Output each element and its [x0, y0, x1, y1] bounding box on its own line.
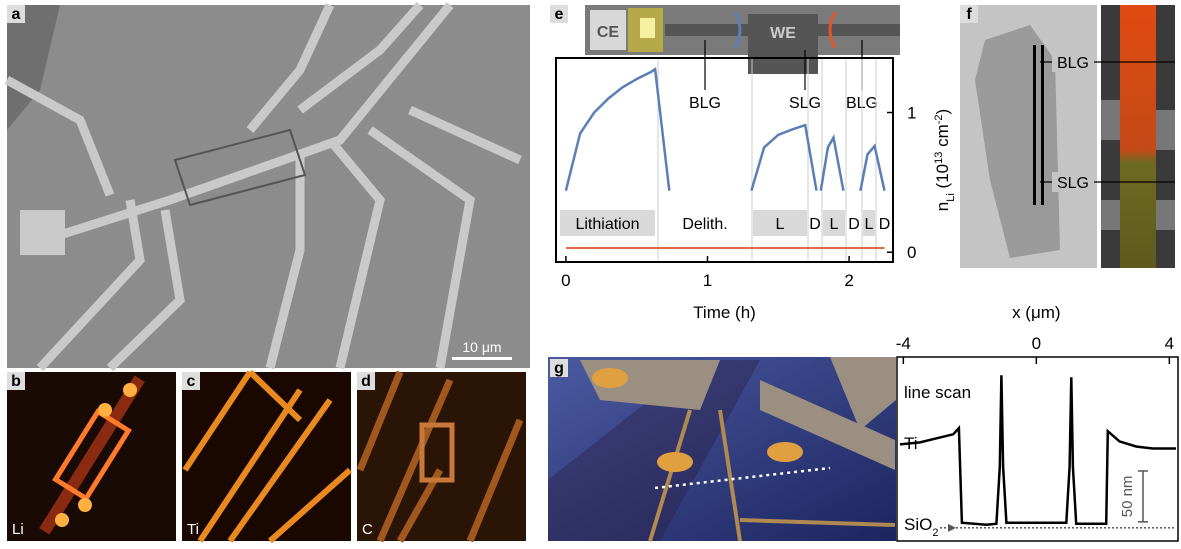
element-label: Li: [12, 521, 24, 538]
phase-label: L: [865, 216, 874, 233]
panel-letter: d: [361, 373, 371, 390]
phase-box: [753, 210, 807, 236]
phase-label: Lithiation: [575, 216, 639, 233]
chart-title: line scan: [904, 383, 971, 402]
label-part: Li: [945, 193, 957, 202]
panel-letter: b: [11, 373, 21, 390]
data-line: [899, 375, 1176, 527]
label-part: n: [933, 202, 952, 211]
phase-label: D: [879, 216, 891, 233]
phase-box: [863, 210, 875, 236]
phase-label: D: [809, 216, 821, 233]
eds-maps: Li Ti C: [7, 369, 526, 544]
x-tick-label: 2: [844, 271, 853, 290]
plot-frame: [555, 57, 894, 263]
panel-letter: a: [12, 6, 21, 23]
label-part: 2: [932, 527, 938, 539]
label-part: ): [933, 109, 952, 115]
device-schematic: CE WE BLG SLG BLG: [585, 5, 900, 112]
panel-letter: e: [555, 6, 564, 23]
phase-box: [560, 210, 655, 236]
optical-image: BLG SLG: [960, 5, 1175, 268]
scale-bar-label: 10 μm: [462, 339, 501, 355]
element-label: Ti: [187, 521, 199, 538]
phase-label: L: [830, 216, 839, 233]
x-axis-label: Time (h): [693, 303, 756, 322]
x-tick-label: 4: [1165, 334, 1174, 353]
x-tick-label: 1: [703, 271, 712, 290]
label-part: cm: [933, 124, 952, 151]
panel-letter: c: [187, 373, 196, 390]
layer-label: SLG: [1057, 175, 1089, 192]
x-tick-label: 0: [1032, 334, 1041, 353]
label-part: (10: [933, 164, 952, 193]
sem-image: 10 μm: [4, 2, 530, 372]
y-tick-label: 1: [907, 103, 916, 122]
annotation: SiO2: [904, 515, 938, 539]
panel-letter: g: [554, 360, 564, 377]
label-part: SiO: [904, 515, 932, 534]
phase-label: L: [776, 216, 785, 233]
afm-image: [548, 357, 896, 542]
x-tick-label: -4: [896, 334, 911, 353]
label-part: 13: [933, 152, 945, 164]
layer-label: BLG: [689, 95, 721, 112]
x-tick-label: 0: [561, 271, 570, 290]
ce-label: CE: [597, 24, 620, 41]
phase-box: [823, 210, 845, 236]
we-label: WE: [770, 25, 796, 42]
panel-letter: f: [966, 6, 972, 23]
y-tick-label: 0: [907, 243, 916, 262]
label-part: -2: [933, 114, 945, 124]
phase-label: D: [848, 216, 860, 233]
scale-bar-label: 50 nm: [1119, 476, 1136, 518]
arrowhead: [948, 523, 956, 532]
data-line: [564, 67, 886, 192]
layer-label: SLG: [789, 95, 821, 112]
phase-label: Delith.: [682, 216, 727, 233]
layer-label: BLG: [1057, 55, 1089, 72]
y-axis-label: nLi (1013 cm-2): [933, 109, 957, 211]
element-label: C: [362, 521, 373, 538]
x-axis-label: x (μm): [1012, 303, 1061, 322]
